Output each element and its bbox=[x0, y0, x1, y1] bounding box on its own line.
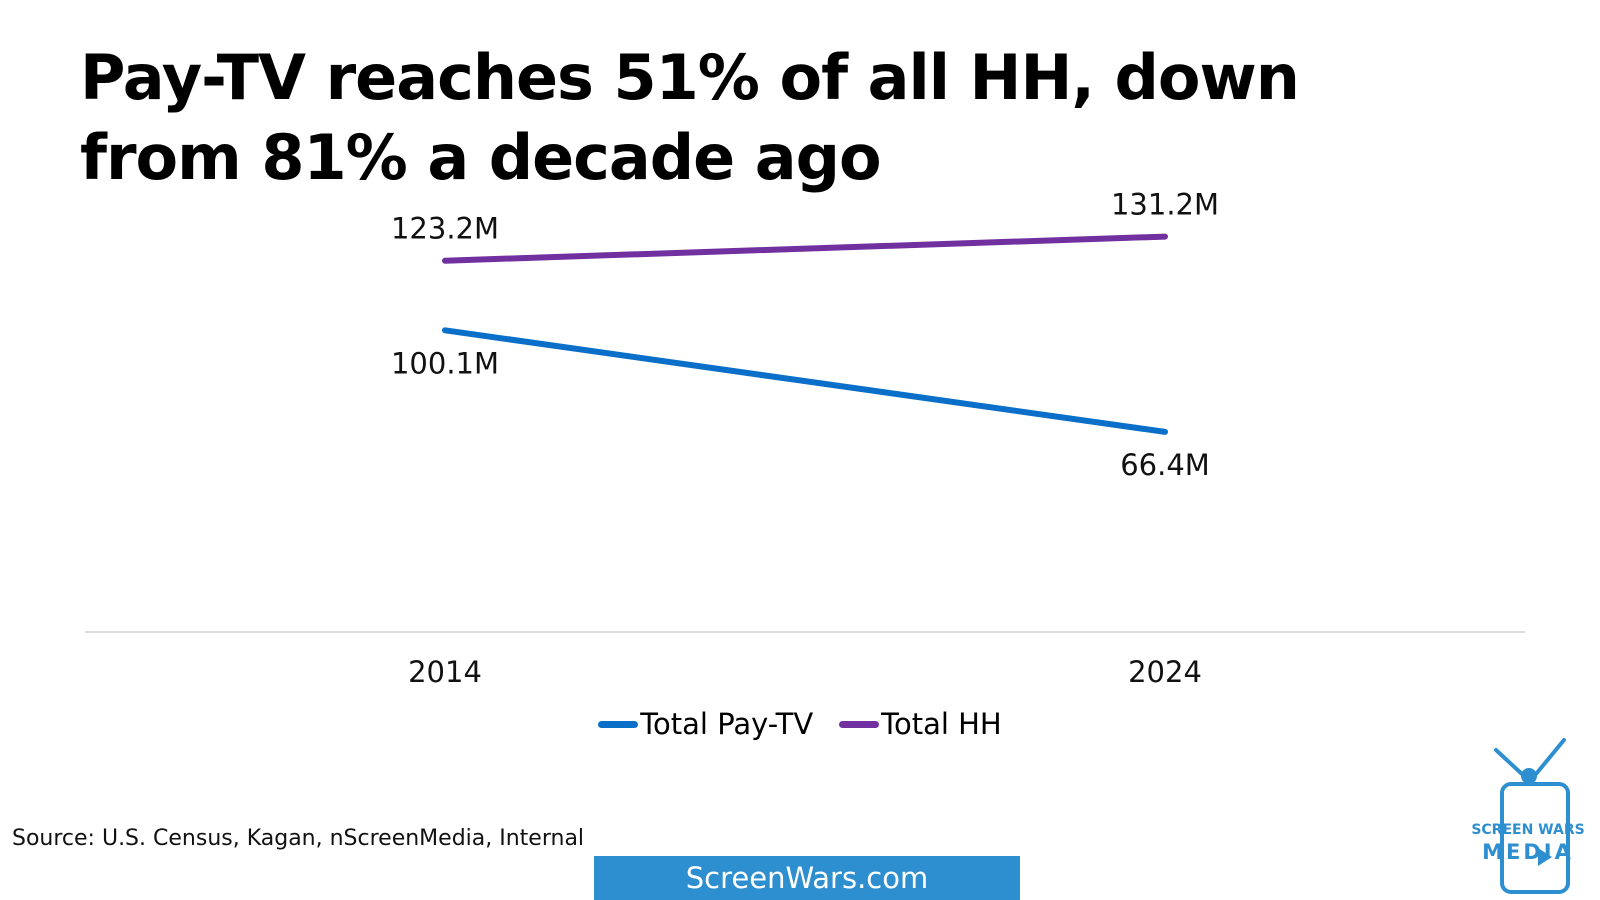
chart-title-line-2: from 81% a decade ago bbox=[80, 121, 882, 194]
chart-title: Pay-TV reaches 51% of all HH, down from … bbox=[80, 38, 1530, 198]
data-label-total-hh: 123.2M bbox=[391, 212, 499, 246]
data-label-total-pay-tv: 66.4M bbox=[1120, 448, 1210, 482]
source-note: Source: U.S. Census, Kagan, nScreenMedia… bbox=[12, 826, 585, 851]
x-tick-label: 2014 bbox=[408, 655, 482, 689]
screen-wars-media-logo: SCREEN WARS MEDIA bbox=[1462, 738, 1594, 898]
series-line-total-hh bbox=[442, 233, 1168, 264]
legend-swatch-pay-tv bbox=[598, 720, 639, 728]
data-label-total-hh: 131.2M bbox=[1111, 188, 1219, 222]
legend-item-total-hh: Total HH bbox=[839, 707, 1002, 741]
data-label-total-pay-tv: 100.1M bbox=[391, 346, 499, 380]
x-tick-label: 2024 bbox=[1128, 655, 1202, 689]
chart-legend: Total Pay-TV Total HH bbox=[0, 707, 1600, 741]
line-chart: 2014 2024 100.1M 66.4M 123.2M 131.2M bbox=[85, 188, 1525, 689]
logo-text-screen-wars: SCREEN WARS bbox=[1471, 822, 1585, 838]
chart-title-line-1: Pay-TV reaches 51% of all HH, down bbox=[80, 41, 1300, 114]
tv-icon bbox=[1494, 738, 1570, 894]
legend-label-total-hh: Total HH bbox=[881, 707, 1002, 741]
legend-item-pay-tv: Total Pay-TV bbox=[598, 707, 813, 741]
logo-text-media: MEDIA bbox=[1482, 840, 1574, 864]
series-line-total-pay-tv bbox=[442, 327, 1168, 435]
site-banner[interactable]: ScreenWars.com bbox=[594, 856, 1020, 900]
legend-swatch-total-hh bbox=[839, 720, 880, 728]
legend-label-pay-tv: Total Pay-TV bbox=[640, 707, 814, 741]
